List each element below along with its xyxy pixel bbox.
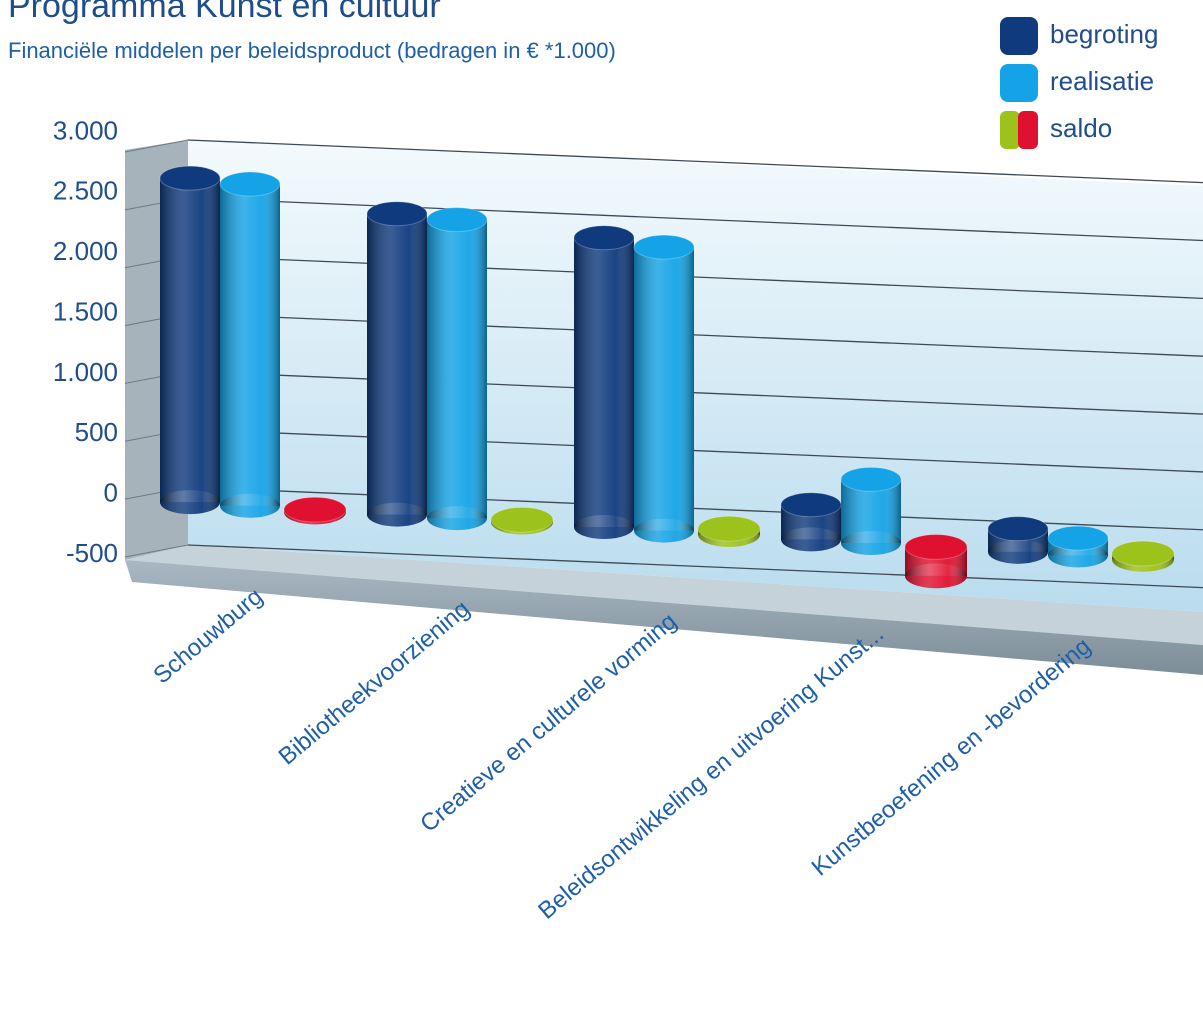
floor-edge: [125, 560, 1203, 675]
legend-label: realisatie: [1050, 66, 1154, 96]
grid-line: [124, 544, 189, 558]
legend-swatch: [1000, 111, 1020, 149]
y-tick-label: 1.000: [53, 357, 118, 387]
bar: [697, 515, 761, 547]
bar-top: [1111, 540, 1175, 567]
grid-line: [187, 139, 1203, 184]
bar: [366, 201, 428, 527]
chart-title: Programma Kunst en cultuur: [8, 0, 441, 25]
bar-top: [366, 201, 428, 227]
bar-top: [219, 171, 281, 197]
bar: [904, 534, 968, 589]
bar: [633, 234, 695, 543]
bar: [987, 516, 1049, 564]
grid-line: [187, 428, 1203, 473]
bar-shade: [427, 219, 487, 519]
bar-top: [633, 234, 695, 260]
bar: [283, 496, 347, 525]
x-tick-label: Bibliotheekvoorziening: [274, 595, 475, 770]
grid-line: [187, 255, 1203, 299]
grid-line: [187, 370, 1203, 415]
y-tick-label: 2.500: [53, 176, 118, 206]
bar: [780, 492, 842, 552]
grid-line: [187, 544, 1203, 589]
bar: [219, 171, 281, 518]
bar-shade: [160, 178, 220, 503]
legend-swatch: [1000, 64, 1038, 102]
bar-shade: [634, 247, 694, 531]
chart-subtitle: Financiële middelen per beleidsproduct (…: [8, 38, 616, 63]
legend-label: saldo: [1050, 113, 1112, 143]
bar-top: [1047, 525, 1109, 551]
bar: [840, 466, 902, 556]
bar-top: [904, 534, 968, 560]
bar-top: [840, 466, 902, 492]
bar-top: [780, 492, 842, 518]
bar: [159, 165, 221, 515]
grid-line: [124, 139, 189, 153]
legend-label: begroting: [1050, 19, 1158, 49]
bar-top: [987, 516, 1049, 542]
bar-top: [426, 207, 488, 233]
x-tick-label: Creatieve en culturele vorming: [415, 608, 682, 838]
y-tick-label: 500: [75, 417, 118, 447]
bar: [1047, 525, 1109, 568]
bar: [573, 225, 635, 539]
bar: [1111, 540, 1175, 572]
bar-shade: [367, 213, 427, 515]
bar-shade: [220, 184, 280, 506]
bar-shade: [574, 237, 634, 527]
legend-swatch: [1000, 17, 1038, 55]
bar-top: [283, 496, 347, 523]
grid-line: [187, 197, 1203, 242]
bar-top: [573, 225, 635, 251]
grid-line: [187, 312, 1203, 357]
bar-top: [697, 515, 761, 542]
bar-top: [490, 506, 554, 533]
x-tick-label: Schouwburg: [148, 583, 268, 689]
y-tick-label: 2.000: [53, 236, 118, 266]
x-tick-label: Beleidsontwikkeling en uitvoering Kunst.…: [533, 620, 889, 925]
bar: [426, 207, 488, 531]
floor: [125, 545, 1203, 645]
y-tick-label: 0: [104, 478, 118, 508]
y-tick-label: -500: [66, 538, 118, 568]
y-tick-label: 3.000: [53, 115, 118, 145]
bar: [490, 506, 554, 535]
bar-top: [159, 165, 221, 191]
legend-swatch: [1018, 111, 1038, 149]
y-tick-label: 1.500: [53, 296, 118, 326]
